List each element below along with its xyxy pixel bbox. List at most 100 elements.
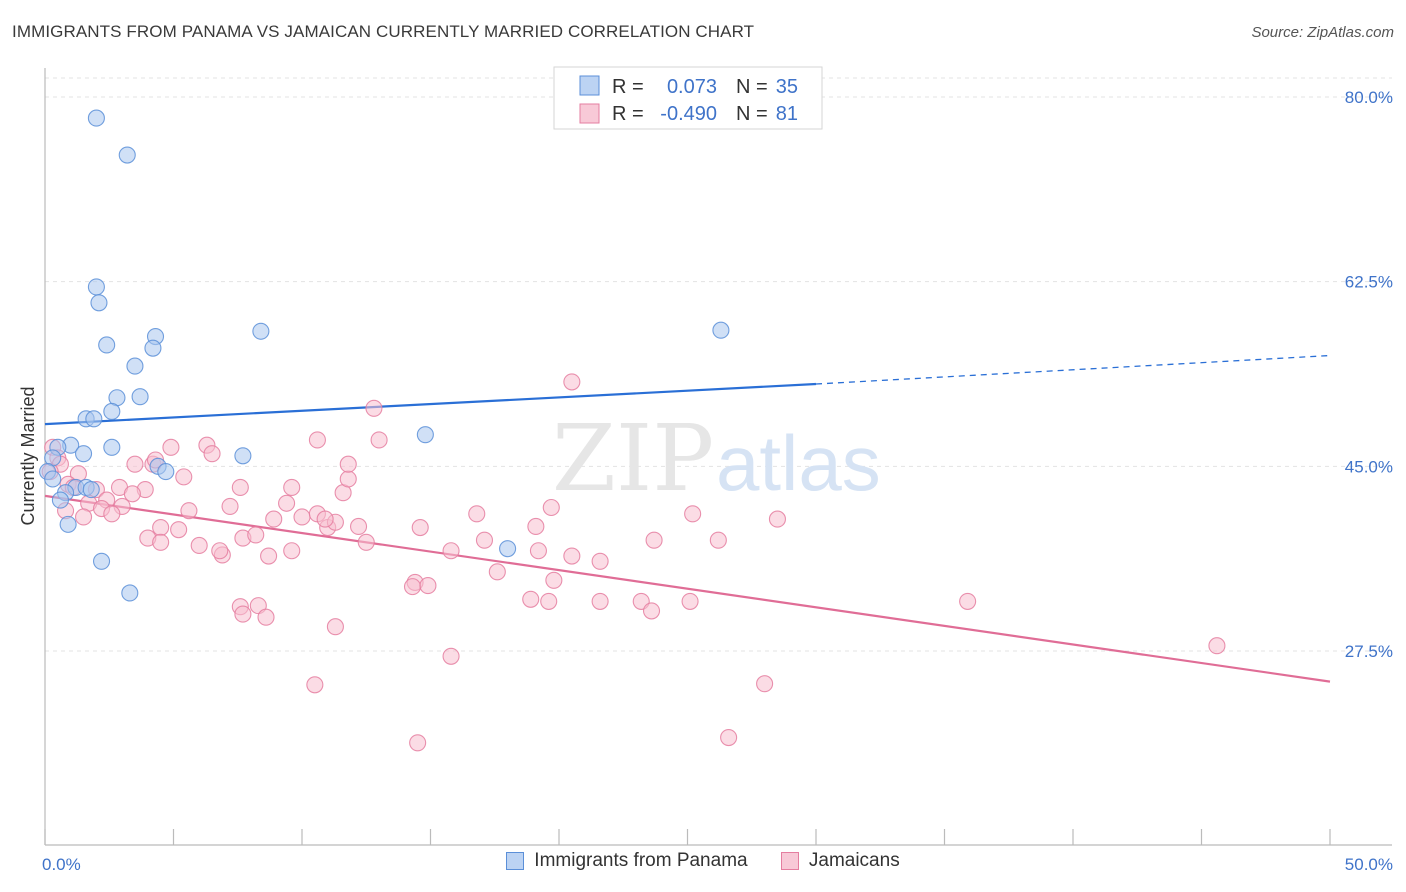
panama-point-32 (499, 540, 517, 558)
legend-swatch-jamaicans-bottom (780, 852, 799, 870)
jamaicans-point-49 (370, 431, 388, 449)
panama-point-33 (92, 552, 111, 570)
jamaicans-point-52 (260, 547, 278, 565)
jamaicans-point-29 (170, 521, 188, 539)
source-credit: Source: ZipAtlas.com (1251, 24, 1394, 41)
panama-point-19 (234, 447, 252, 465)
tick-labels: 27.5% 45.0% 62.5% 80.0% 0.0% 50.0% (42, 88, 1393, 874)
jamaicans-point-59 (475, 531, 494, 549)
jamaicans-point-65 (522, 590, 540, 608)
panama-point-3 (90, 294, 108, 312)
jamaicans-point-84 (563, 547, 581, 565)
legend-swatch-panama-bottom (506, 852, 525, 870)
jamaicans-point-17 (75, 508, 93, 526)
jamaicans-point-47 (349, 517, 368, 536)
panama-point-2 (87, 278, 105, 296)
jamaicans-point-87 (720, 728, 738, 747)
jamaicans-point-88 (756, 675, 774, 693)
panama-point-14 (85, 410, 103, 428)
jamaicans-point-44 (316, 510, 334, 528)
jamaicans-point-61 (527, 517, 545, 536)
jamaicans-point-20 (126, 455, 144, 473)
x-tick-label-1: 50.0% (1345, 855, 1393, 874)
panama-point-5 (712, 321, 730, 339)
jamaicans-point-32 (190, 536, 208, 555)
panama-point-12 (103, 402, 121, 421)
panama-point-15 (416, 426, 434, 444)
trend-line-panama (44, 382, 817, 426)
jamaicans-point-31 (152, 533, 170, 551)
jamaicans-point-73 (684, 505, 702, 523)
y-tick-label-0: 27.5% (1345, 642, 1393, 661)
jamaicans-point-74 (709, 531, 727, 549)
jamaicans-point-21 (162, 438, 180, 456)
legend-n-label-panama: N = (736, 76, 768, 98)
legend-swatch-jamaicans (579, 103, 600, 124)
panama-point-7 (98, 336, 116, 354)
y-tick-label-2: 62.5% (1345, 273, 1393, 292)
legend-swatch-panama (579, 75, 600, 96)
jamaicans-point-28 (152, 518, 170, 537)
panama-point-20 (75, 445, 93, 463)
legend-label-panama: Immigrants from Panama (534, 850, 748, 871)
jamaicans-point-62 (542, 498, 560, 517)
jamaicans-point-63 (529, 542, 547, 560)
legend-r-value-jamaicans: -0.490 (660, 103, 717, 125)
panama-point-29 (51, 491, 69, 509)
jamaicans-point-27 (180, 502, 198, 520)
jamaicans-point-82 (419, 577, 437, 595)
jamaicans-point-54 (308, 431, 326, 449)
jamaicans-point-10 (123, 485, 141, 503)
jamaicans-point-53 (283, 542, 301, 560)
jamaicans-point-66 (540, 592, 558, 610)
jamaicans-point-72 (681, 592, 699, 610)
jamaicans-point-25 (231, 478, 249, 496)
trend-line-jamaicans (44, 494, 1331, 683)
trend-line-panama-extension (815, 354, 1331, 385)
legend-n-value-panama: 35 (776, 76, 798, 98)
legend-item-panama: Immigrants from Panama (506, 850, 748, 872)
legend-top: R = 0.073 N = 35 R = -0.490 N = 81 (553, 66, 823, 130)
legend-r-value-panama: 0.073 (667, 76, 717, 98)
jamaicans-point-89 (959, 592, 977, 610)
jamaicans-point-77 (234, 605, 252, 623)
panama-point-31 (59, 515, 77, 533)
y-tick-label-1: 45.0% (1345, 457, 1393, 476)
jamaicans-point-68 (591, 552, 609, 570)
jamaicans-point-38 (283, 478, 301, 496)
panama-point-1 (118, 146, 136, 164)
jamaicans-point-55 (411, 518, 429, 537)
panama-point-11 (131, 388, 149, 406)
panama-point-0 (87, 109, 105, 127)
jamaicans-point-36 (247, 526, 265, 544)
jamaicans-point-64 (545, 571, 563, 589)
jamaicans-point-71 (645, 531, 663, 549)
jamaicans-point-37 (265, 510, 283, 528)
legend-bottom: Immigrants from Panama Jamaicans (0, 850, 1406, 876)
gridlines (45, 77, 1392, 652)
chart-title: IMMIGRANTS FROM PANAMA VS JAMAICAN CURRE… (12, 22, 755, 41)
trend-lines (44, 354, 1331, 683)
data-points (39, 109, 1226, 752)
panama-point-18 (103, 438, 121, 456)
x-tick-label-0: 0.0% (42, 855, 81, 874)
jamaicans-point-34 (211, 542, 229, 560)
legend-label-jamaicans: Jamaicans (808, 850, 900, 871)
panama-point-8 (144, 339, 162, 357)
legend-n-value-jamaicans: 81 (776, 103, 798, 125)
jamaicans-point-60 (488, 563, 506, 581)
jamaicans-point-15 (103, 505, 121, 523)
jamaicans-point-91 (563, 373, 581, 391)
panama-point-30 (82, 480, 100, 499)
y-tick-label-3: 80.0% (1345, 88, 1393, 107)
legend-r-label-panama: R = (612, 76, 644, 98)
watermark-zip: ZIP (552, 405, 714, 512)
jamaicans-point-24 (175, 468, 193, 486)
jamaicans-point-57 (442, 542, 460, 560)
legend-r-label-jamaicans: R = (612, 103, 644, 125)
jamaicans-point-80 (326, 618, 344, 636)
jamaicans-point-75 (768, 510, 787, 528)
panama-point-4 (252, 322, 270, 340)
jamaicans-point-26 (221, 497, 239, 515)
jamaicans-point-48 (357, 533, 375, 551)
